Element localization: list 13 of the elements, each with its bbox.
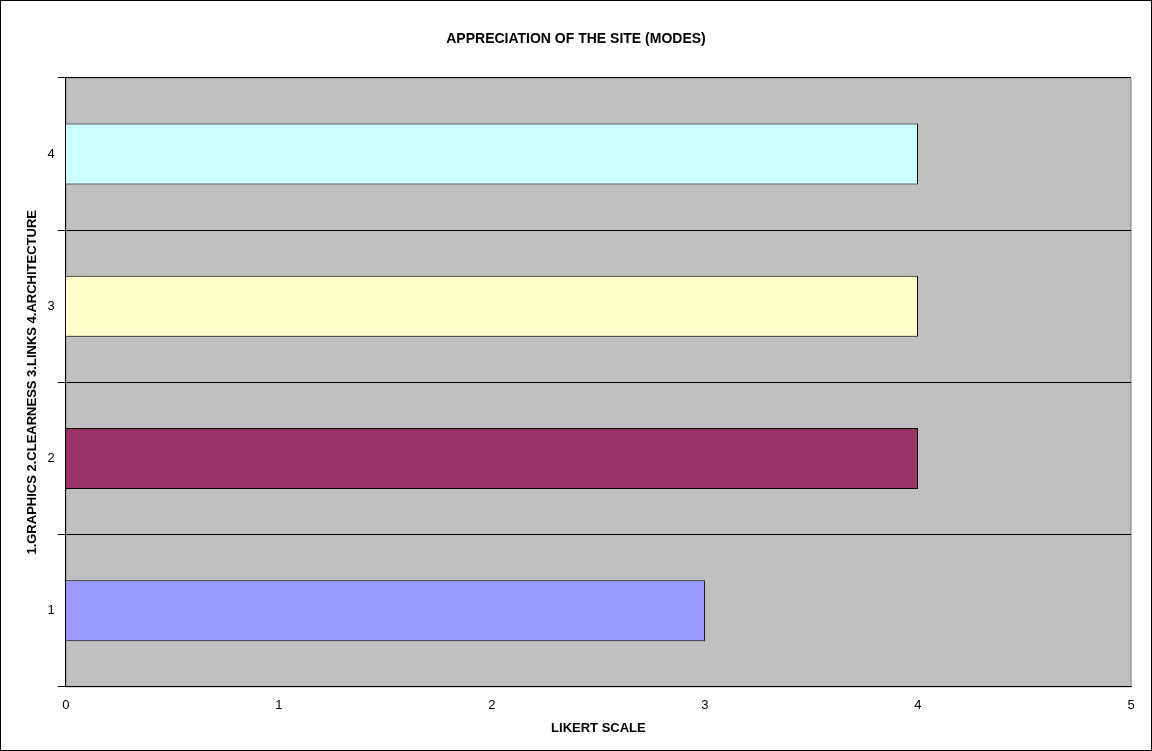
y-tick-label: 1 (47, 602, 55, 618)
y-tick-label: 4 (47, 145, 55, 161)
x-axis-title: LIKERT SCALE (551, 719, 647, 735)
x-tick-label: 5 (1127, 697, 1135, 713)
y-tick-label: 2 (47, 450, 55, 465)
x-tick-label: 2 (488, 697, 496, 713)
chart-title: APPRECIATION OF THE SITE (MODES) (446, 30, 706, 47)
x-tick-label: 4 (914, 697, 922, 713)
x-tick-label: 1 (275, 697, 283, 713)
x-tick-label: 0 (62, 697, 70, 713)
y-axis-title: 1.GRAPHICS 2.CLEARNESS 3.LINKS 4.ARCHITECTURE (24, 209, 40, 555)
y-tick-label: 3 (47, 297, 55, 313)
x-tick-label: 3 (701, 697, 709, 713)
